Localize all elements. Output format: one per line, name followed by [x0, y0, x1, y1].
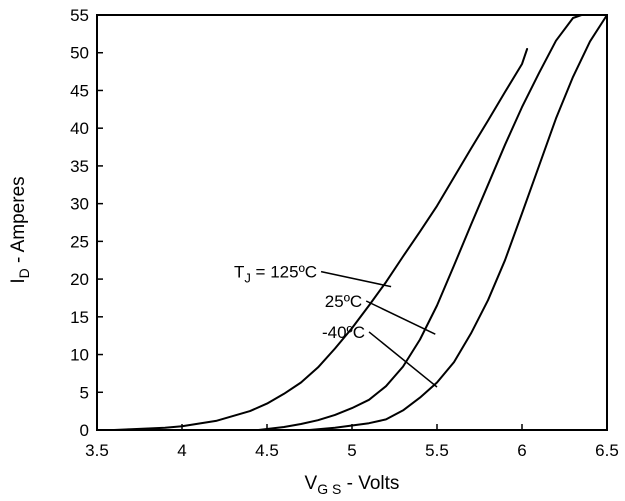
x-tick-label: 5	[347, 441, 356, 460]
x-tick-label: 4.5	[255, 441, 279, 460]
series-line-1	[257, 14, 583, 431]
x-tick-label: 3.5	[85, 441, 109, 460]
y-tick-label: 35	[70, 157, 89, 176]
y-tick-label: 0	[80, 421, 89, 440]
y-tick-label: 10	[70, 346, 89, 365]
y-tick-label: 30	[70, 195, 89, 214]
y-tick-label: 25	[70, 232, 89, 251]
x-tick-label: 4	[177, 441, 186, 460]
annotation-leader-1	[365, 300, 436, 335]
series-line-0	[113, 48, 529, 431]
y-tick-label: 50	[70, 44, 89, 63]
series-layer	[113, 14, 608, 431]
y-tick-label: 5	[80, 383, 89, 402]
y-tick-label: 20	[70, 270, 89, 289]
plot-area: 0 5 10 15 20 25 30 35 40 45 50 55 3.5 4 4.5 5 5.5 6 6.5	[70, 6, 619, 460]
plot-frame	[96, 14, 608, 431]
annotations: TJ = 125ºC 25ºC -40ºC	[234, 263, 438, 388]
y-tick-label: 15	[70, 308, 89, 327]
annotation-leader-2	[368, 331, 438, 388]
x-tick-label: 6.5	[595, 441, 619, 460]
annotation-label-2: -40ºC	[322, 323, 365, 342]
y-tick-label: 45	[70, 81, 89, 100]
series-line-2	[308, 14, 608, 431]
y-tick-label: 55	[70, 6, 89, 25]
y-axis-title: ID - Amperes	[8, 176, 32, 283]
x-axis-title: VG S - Volts	[305, 473, 400, 497]
x-tick-label: 6	[517, 441, 526, 460]
annotation-leader-0	[320, 270, 392, 288]
annotation-label-1: 25ºC	[325, 292, 362, 311]
x-tick-label: 5.5	[425, 441, 449, 460]
annotation-label-0: TJ = 125ºC	[234, 263, 317, 286]
y-tick-label: 40	[70, 119, 89, 138]
